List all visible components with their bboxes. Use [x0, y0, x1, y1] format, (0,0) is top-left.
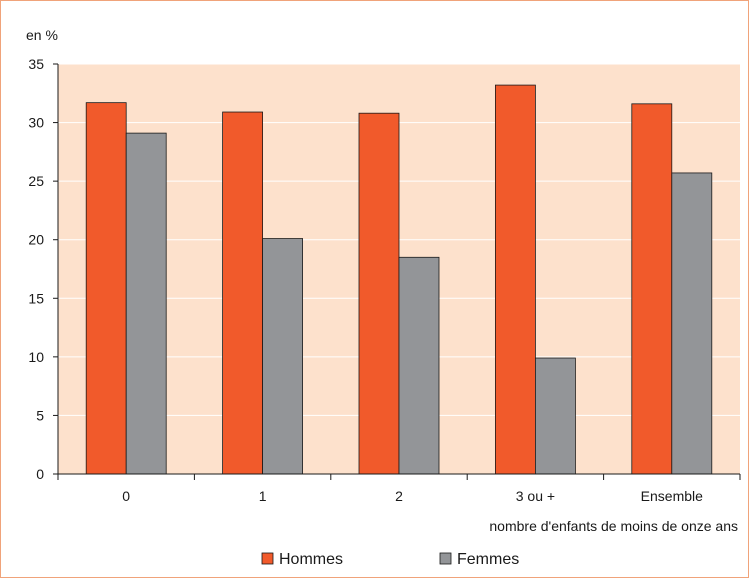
bar-femmes-2	[398, 256, 440, 475]
y-unit-label: en %	[26, 27, 58, 43]
bar-femmes-3	[535, 357, 576, 475]
y-tick-label-10: 10	[28, 349, 44, 365]
legend-swatch-femmes	[439, 552, 452, 565]
y-tick-label-25: 25	[28, 173, 44, 189]
x-tick-label-3: 3 ou +	[516, 488, 555, 504]
bar-hommes-1	[222, 111, 264, 475]
x-tick-label-2: 2	[395, 488, 403, 504]
y-tick-label-35: 35	[28, 56, 44, 72]
bars	[85, 84, 713, 475]
y-tick-label-5: 5	[36, 407, 44, 423]
bar-hommes-4	[631, 103, 673, 475]
legend-label-hommes: Hommes	[279, 551, 343, 568]
bar-hommes-3	[494, 84, 536, 475]
bar-hommes-0	[85, 102, 127, 475]
y-tick-label-30: 30	[28, 115, 44, 131]
bar-femmes-0	[125, 132, 167, 475]
bar-femmes-4	[671, 172, 713, 475]
y-tick-label-20: 20	[28, 232, 44, 248]
x-axis-title: nombre d'enfants de moins de onze ans	[489, 518, 738, 534]
y-tick-label-15: 15	[28, 290, 44, 306]
y-tick-labels: 0 5 10 15 20 25 30 35	[28, 56, 58, 482]
x-tick-label-4: Ensemble	[641, 488, 703, 504]
legend-swatch-hommes	[261, 552, 274, 565]
y-tick-label-0: 0	[36, 466, 44, 482]
bar-femmes-1	[262, 238, 304, 475]
legend-label-femmes: Femmes	[457, 551, 519, 568]
bar-hommes-2	[358, 112, 400, 475]
x-tick-labels: 0 1 2 3 ou + Ensemble	[57, 474, 741, 504]
x-tick-label-1: 1	[259, 488, 267, 504]
legend: Hommes Femmes	[261, 551, 519, 568]
x-tick-label-0: 0	[122, 488, 130, 504]
